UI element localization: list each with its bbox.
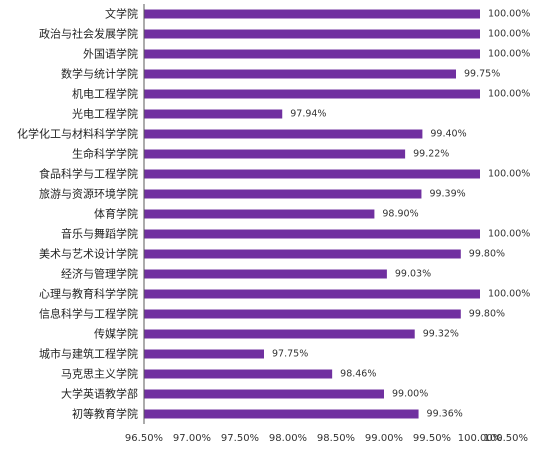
- bar: [144, 329, 415, 339]
- category-label: 大学英语教学部: [61, 387, 138, 401]
- x-tick-label: 100.00%: [458, 433, 503, 444]
- category-label: 信息科学与工程学院: [39, 307, 138, 321]
- category-label: 体育学院: [94, 207, 138, 221]
- bar: [144, 309, 461, 319]
- category-label: 机电工程学院: [72, 87, 138, 101]
- bar: [144, 89, 480, 99]
- bar: [144, 389, 384, 399]
- x-tick-label: 97.50%: [221, 433, 259, 444]
- bar: [144, 209, 375, 219]
- category-label: 传媒学院: [94, 327, 138, 341]
- value-label: 99.32%: [423, 329, 459, 340]
- category-label: 生命科学学院: [72, 147, 138, 161]
- category-label: 外国语学院: [83, 47, 138, 61]
- category-label: 政治与社会发展学院: [39, 27, 138, 41]
- value-label: 99.22%: [413, 149, 449, 160]
- bar: [144, 29, 480, 39]
- category-label: 音乐与舞蹈学院: [61, 227, 138, 241]
- category-label: 经济与管理学院: [61, 267, 138, 281]
- x-tick-label: 98.50%: [317, 433, 355, 444]
- value-label: 100.00%: [488, 289, 530, 300]
- bar: [144, 289, 480, 299]
- value-label: 98.46%: [340, 369, 376, 380]
- category-label: 美术与艺术设计学院: [39, 247, 138, 261]
- value-label: 99.39%: [429, 189, 465, 200]
- x-tick-label: 100.50%: [484, 433, 529, 444]
- category-label: 数学与统计学院: [61, 67, 138, 81]
- x-tick-label: 97.00%: [173, 433, 211, 444]
- value-labels: 100.00% 100.00% 100.00% 99.75% 100.00% 97.94%…: [272, 9, 530, 420]
- category-label: 食品科学与工程学院: [39, 167, 138, 181]
- value-label: 100.00%: [488, 49, 530, 60]
- x-tick-label: 98.00%: [269, 433, 307, 444]
- bar: [144, 129, 423, 139]
- x-tick-label: 99.50%: [413, 433, 451, 444]
- value-label: 97.75%: [272, 349, 308, 360]
- bar: [144, 249, 461, 259]
- category-label: 旅游与资源环境学院: [39, 187, 138, 201]
- category-labels: 文学院政治与社会发展学院外国语学院数学与统计学院机电工程学院光电工程学院化学化工…: [17, 7, 138, 421]
- x-tick-labels: 96.50% 97.00% 97.50% 98.00% 98.50% 99.00% 99.5…: [125, 433, 528, 444]
- bar: [144, 349, 264, 359]
- bars: [144, 9, 480, 419]
- bar: [144, 369, 333, 379]
- x-tick-label: 96.50%: [125, 433, 163, 444]
- value-label: 99.80%: [469, 309, 505, 320]
- category-label: 马克思主义学院: [61, 367, 138, 381]
- value-label: 100.00%: [488, 229, 530, 240]
- value-label: 99.80%: [469, 249, 505, 260]
- x-tick-label: 99.00%: [365, 433, 403, 444]
- bar: [144, 9, 480, 19]
- bar: [144, 269, 387, 279]
- value-label: 99.36%: [427, 409, 463, 420]
- category-label: 初等教育学院: [72, 407, 138, 421]
- value-label: 99.00%: [392, 389, 428, 400]
- bar: [144, 189, 422, 199]
- value-label: 97.94%: [290, 109, 326, 120]
- value-label: 99.03%: [395, 269, 431, 280]
- category-label: 文学院: [105, 7, 138, 21]
- category-label: 光电工程学院: [72, 107, 138, 121]
- category-label: 化学化工与材料科学学院: [17, 127, 138, 141]
- bar: [144, 109, 283, 119]
- value-label: 99.40%: [430, 129, 466, 140]
- value-label: 99.75%: [464, 69, 500, 80]
- value-label: 98.90%: [382, 209, 418, 220]
- bar: [144, 409, 419, 419]
- bar: [144, 49, 480, 59]
- bar: [144, 229, 480, 239]
- bar: [144, 149, 406, 159]
- value-label: 100.00%: [488, 29, 530, 40]
- value-label: 100.00%: [488, 169, 530, 180]
- bar: [144, 169, 480, 179]
- value-label: 100.00%: [488, 9, 530, 20]
- value-label: 100.00%: [488, 89, 530, 100]
- category-label: 城市与建筑工程学院: [39, 347, 138, 361]
- category-label: 心理与教育科学学院: [39, 287, 138, 301]
- bar: [144, 69, 456, 79]
